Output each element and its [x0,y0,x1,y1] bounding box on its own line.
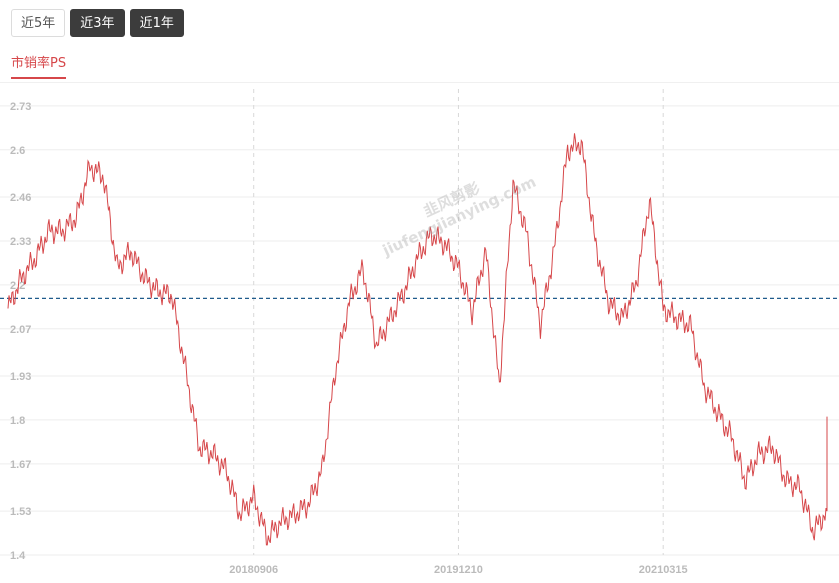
x-tick-label: 20180906 [229,564,278,576]
ps-line-chart: 2.73 2.6 2.46 2.33 2.2 2.07 1.93 1.8 1.67 1.53 1.4… [0,89,839,576]
header-divider [0,82,839,83]
y-tick-label: 2.33 [10,236,31,248]
y-tick-label: 1.53 [10,506,31,518]
range-tab-1y[interactable]: 近1年 [129,9,184,37]
x-tick-label: 20191210 [434,564,483,576]
range-tab-5y[interactable]: 近5年 [11,9,66,37]
y-tick-label: 1.4 [10,550,26,562]
y-tick-label: 1.67 [10,459,31,471]
range-tabs: 近5年 近3年 近1年 [11,9,184,37]
y-tick-label: 2.73 [10,101,31,113]
y-tick-label: 2.2 [10,280,25,292]
y-tick-label: 1.8 [10,415,25,427]
metric-tab-ps[interactable]: 市销率PS [11,52,67,79]
y-tick-label: 2.07 [10,324,31,336]
ps-series-line [7,133,828,546]
y-tick-label: 2.6 [10,145,25,157]
y-tick-label: 2.46 [10,192,31,204]
y-tick-label: 1.93 [10,371,31,383]
range-tab-3y[interactable]: 近3年 [70,9,125,37]
x-tick-label: 20210315 [639,564,688,576]
